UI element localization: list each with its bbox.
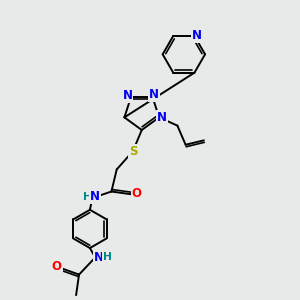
Text: O: O: [132, 187, 142, 200]
Text: N: N: [149, 88, 159, 101]
Text: S: S: [129, 145, 137, 158]
Text: O: O: [52, 260, 62, 273]
Text: N: N: [122, 89, 133, 102]
Text: N: N: [94, 251, 104, 264]
Text: H: H: [82, 192, 91, 202]
Text: N: N: [192, 29, 202, 42]
Text: N: N: [157, 111, 167, 124]
Text: H: H: [103, 253, 112, 262]
Text: N: N: [90, 190, 100, 203]
